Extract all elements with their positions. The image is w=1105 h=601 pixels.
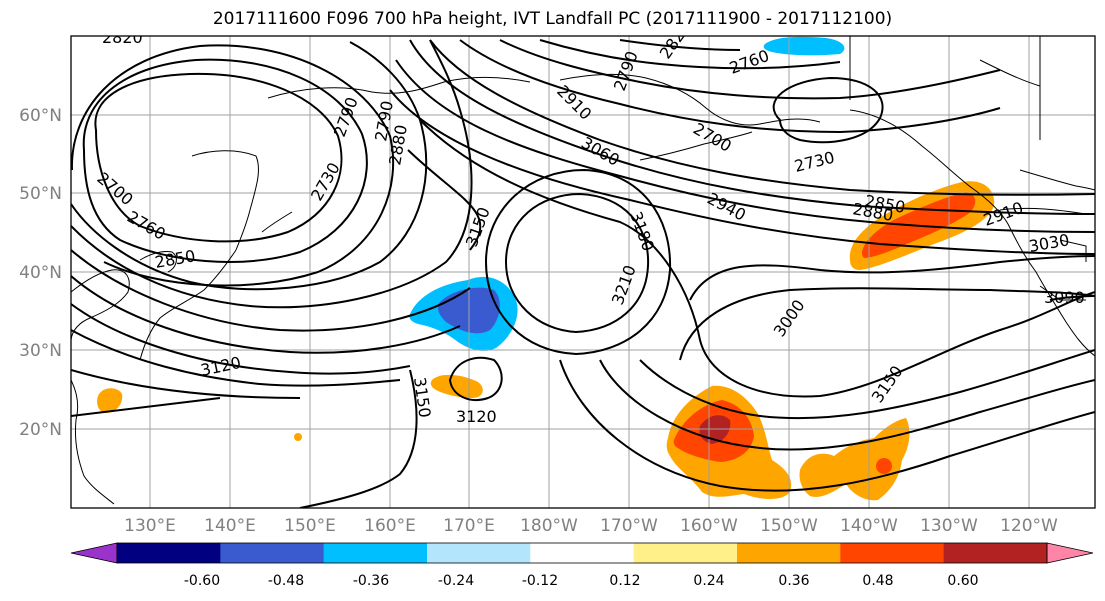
- colorbar-segment: [323, 543, 428, 563]
- lon-label: 170°E: [443, 516, 495, 536]
- lat-label: 60°N: [19, 106, 62, 126]
- lon-label: 120°W: [1000, 516, 1058, 536]
- colorbar-tick-label: -0.36: [353, 573, 389, 589]
- colorbar-segment: [117, 543, 221, 563]
- lat-label: 20°N: [19, 420, 62, 440]
- lon-label: 150°W: [760, 516, 818, 536]
- lat-label: 40°N: [19, 263, 62, 283]
- lon-label: 130°W: [920, 516, 978, 536]
- lon-label: 160°W: [680, 516, 738, 536]
- lon-label: 140°W: [840, 516, 898, 536]
- contour-label: 2820: [102, 28, 143, 47]
- colorbar-frame: [116, 542, 1048, 564]
- lat-label: 30°N: [19, 341, 62, 361]
- latitude-labels: 60°N 50°N 40°N 30°N 20°N: [19, 106, 62, 440]
- colorbar-tick-labels: -0.60 -0.48 -0.36 -0.24 -0.12 0.12 0.24 …: [184, 573, 979, 589]
- contour-label: 3090: [1044, 288, 1085, 307]
- colorbar-segment: [840, 543, 945, 563]
- colorbar-tick-label: -0.60: [184, 573, 220, 589]
- lon-label: 150°E: [284, 516, 336, 536]
- colorbar-segment: [427, 543, 531, 563]
- colorbar-tick-label: 0.48: [862, 573, 893, 589]
- lon-label: 160°E: [364, 516, 416, 536]
- lon-label: 130°E: [124, 516, 176, 536]
- height-contours: [71, 39, 1095, 508]
- colorbar-tick-label: 0.60: [947, 573, 978, 589]
- longitude-labels: 130°E 140°E 150°E 160°E 170°E 180°W 170°…: [124, 516, 1058, 536]
- colorbar-segment: [737, 543, 841, 563]
- lon-label: 170°W: [600, 516, 658, 536]
- map-title: 2017111600 F096 700 hPa height, IVT Land…: [212, 9, 893, 29]
- map-panel: 2820 2790 2730 2760 2700 2850 2790 2880 …: [71, 28, 1095, 508]
- colorbar-tick-label: 0.36: [778, 573, 809, 589]
- lat-label: 50°N: [19, 184, 62, 204]
- colorbar: [70, 542, 1094, 564]
- colorbar-segment: [220, 543, 325, 563]
- colorbar-extension-min: [70, 542, 118, 564]
- colorbar-tick-label: -0.12: [522, 573, 558, 589]
- lon-label: 180°W: [520, 516, 578, 536]
- colorbar-tick-label: -0.48: [268, 573, 304, 589]
- colorbar-tick-label: 0.24: [693, 573, 724, 589]
- colorbar-tick-label: 0.12: [609, 573, 640, 589]
- map-frame: [70, 35, 1096, 509]
- colorbar-extension-max: [1046, 542, 1094, 564]
- contour-label: 3120: [456, 407, 497, 426]
- colorbar-segment: [633, 543, 738, 563]
- colorbar-segment: [530, 543, 635, 563]
- colorbar-segment: [943, 543, 1048, 563]
- colorbar-tick-label: -0.24: [438, 573, 474, 589]
- lon-label: 140°E: [204, 516, 256, 536]
